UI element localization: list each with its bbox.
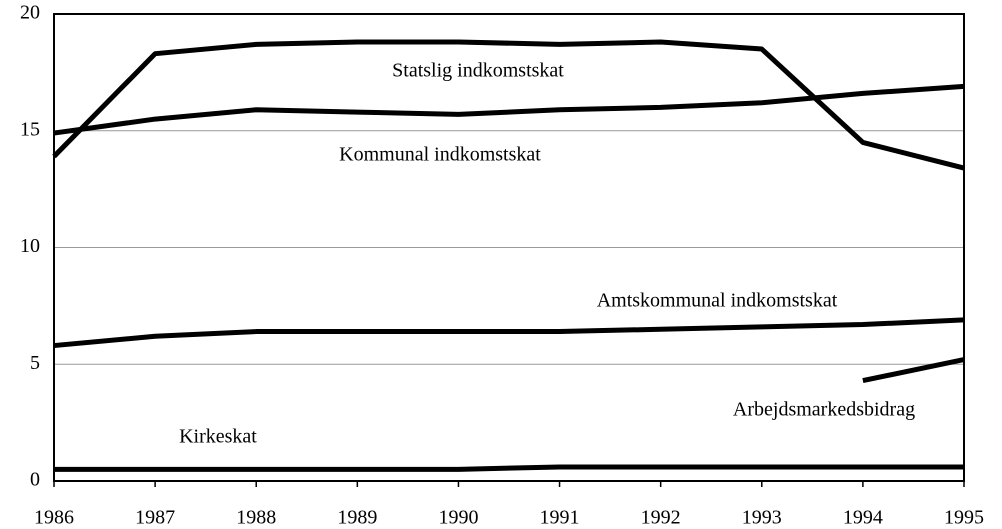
series-line	[54, 464, 964, 472]
x-tick-label: 1986	[34, 507, 74, 529]
y-tick-label: 5	[30, 352, 40, 374]
x-tick-label: 1993	[742, 507, 782, 529]
x-tick-label: 1992	[641, 507, 681, 529]
series-label: Kirkeskat	[179, 426, 257, 448]
series-line	[53, 83, 965, 136]
series-label: Statslig indkomstskat	[392, 60, 564, 82]
x-tick-label: 1990	[438, 507, 478, 529]
series-line	[862, 357, 965, 384]
x-tick-label: 1989	[337, 507, 377, 529]
series-label: Amtskommunal indkomstskat	[597, 290, 838, 312]
x-tick-label: 1991	[540, 507, 580, 529]
y-tick-label: 20	[20, 2, 40, 24]
x-tick-label: 1994	[843, 507, 883, 529]
series-label: Arbejdsmarkedsbidrag	[733, 399, 915, 421]
y-tick-label: 10	[20, 235, 40, 257]
y-tick-label: 0	[30, 469, 40, 491]
plot-frame	[53, 13, 965, 482]
series-line	[53, 317, 965, 349]
y-tick-label: 15	[20, 118, 40, 140]
x-tick-label: 1987	[135, 507, 175, 529]
x-tick-label: 1995	[944, 507, 984, 529]
series-label: Kommunal indkomstskat	[339, 144, 541, 166]
x-tick-label: 1988	[236, 507, 276, 529]
